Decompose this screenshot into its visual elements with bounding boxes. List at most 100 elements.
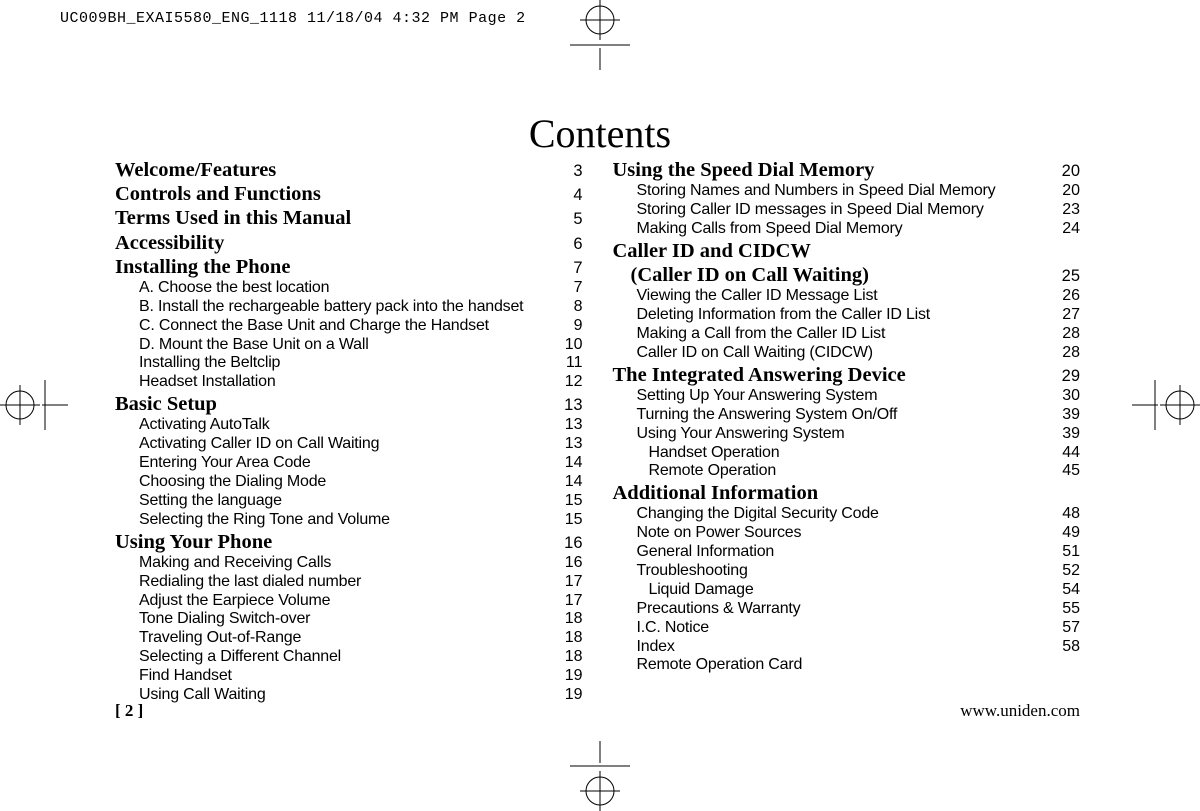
toc-page: 7 <box>564 279 583 298</box>
toc-item: Making Calls from Speed Dial Memory24 <box>613 220 1081 239</box>
toc-heading: Terms Used in this Manual5 <box>115 206 583 230</box>
toc-label: Activating AutoTalk <box>115 416 270 435</box>
toc-page: 45 <box>1052 462 1080 481</box>
toc-page: 25 <box>1052 267 1080 286</box>
toc-item: Find Handset 19 <box>115 667 583 686</box>
toc-page: 5 <box>563 210 582 229</box>
toc-item: Storing Caller ID messages in Speed Dial… <box>613 201 1081 220</box>
toc-page: 14 <box>555 454 583 473</box>
toc-heading: Caller ID and CIDCW <box>613 239 1081 263</box>
toc-page: 39 <box>1052 425 1080 444</box>
toc-label: Precautions & Warranty <box>613 600 801 619</box>
toc-heading: (Caller ID on Call Waiting) 25 <box>613 263 1081 287</box>
contents-col-left: Welcome/Features3Controls and Functions4… <box>115 158 583 705</box>
toc-label: Welcome/Features <box>115 158 276 182</box>
toc-page: 49 <box>1052 524 1080 543</box>
toc-item: Changing the Digital Security Code48 <box>613 505 1081 524</box>
toc-label: Using the Speed Dial Memory <box>613 158 875 182</box>
toc-label: Storing Caller ID messages in Speed Dial… <box>613 201 984 220</box>
toc-page: 52 <box>1052 562 1080 581</box>
toc-page: 17 <box>555 573 583 592</box>
toc-label: (Caller ID on Call Waiting) <box>613 263 869 287</box>
toc-label: Viewing the Caller ID Message List <box>613 287 878 306</box>
toc-item: Precautions & Warranty55 <box>613 600 1081 619</box>
toc-item: General Information51 <box>613 543 1081 562</box>
toc-label: Tone Dialing Switch-over <box>115 610 310 629</box>
toc-label: Adjust the Earpiece Volume <box>115 592 330 611</box>
toc-label: Using Your Phone <box>115 530 272 554</box>
page-number: [ 2 ] <box>115 701 143 721</box>
toc-label: Handset Operation <box>613 444 780 463</box>
toc-item: Remote Operation 45 <box>613 462 1081 481</box>
toc-item: Remote Operation Card <box>613 656 1081 675</box>
toc-item: Index58 <box>613 638 1081 657</box>
toc-label: Troubleshooting <box>613 562 748 581</box>
toc-page: 13 <box>554 396 582 415</box>
toc-item: Redialing the last dialed number17 <box>115 573 583 592</box>
toc-item: I.C. Notice57 <box>613 619 1081 638</box>
toc-item: Headset Installation12 <box>115 373 583 392</box>
toc-page: 20 <box>1052 182 1080 201</box>
toc-label: Making and Receiving Calls <box>115 554 331 573</box>
toc-page: 54 <box>1052 581 1080 600</box>
toc-item: Entering Your Area Code14 <box>115 454 583 473</box>
crop-mark-right <box>1132 380 1200 430</box>
toc-label: C. Connect the Base Unit and Charge the … <box>115 317 489 336</box>
toc-label: General Information <box>613 543 775 562</box>
toc-label: Remote Operation Card <box>613 656 803 675</box>
toc-label: Turning the Answering System On/Off <box>613 406 898 425</box>
toc-page: 44 <box>1052 444 1080 463</box>
toc-item: Setting the language 15 <box>115 492 583 511</box>
toc-page: 30 <box>1052 387 1080 406</box>
toc-page: 48 <box>1052 505 1080 524</box>
toc-label: Installing the Beltclip <box>115 354 280 373</box>
toc-label: Storing Names and Numbers in Speed Dial … <box>613 182 996 201</box>
toc-label: Installing the Phone <box>115 255 290 279</box>
toc-item: Selecting a Different Channel 18 <box>115 648 583 667</box>
toc-label: Basic Setup <box>115 392 217 416</box>
toc-label: Selecting a Different Channel <box>115 648 341 667</box>
toc-label: Remote Operation <box>613 462 777 481</box>
toc-item: Turning the Answering System On/Off39 <box>613 406 1081 425</box>
toc-item: Setting Up Your Answering System30 <box>613 387 1081 406</box>
toc-item: D. Mount the Base Unit on a Wall10 <box>115 336 583 355</box>
toc-item: Deleting Information from the Caller ID … <box>613 306 1081 325</box>
toc-page: 4 <box>563 186 582 205</box>
toc-page: 13 <box>555 435 583 454</box>
toc-label: Selecting the Ring Tone and Volume <box>115 511 390 530</box>
toc-item: Caller ID on Call Waiting (CIDCW)28 <box>613 344 1081 363</box>
toc-item: Selecting the Ring Tone and Volume 15 <box>115 511 583 530</box>
toc-page: 27 <box>1052 306 1080 325</box>
footer-url: www.uniden.com <box>960 701 1080 721</box>
toc-page: 8 <box>564 298 583 317</box>
toc-page: 18 <box>555 648 583 667</box>
toc-page: 19 <box>555 667 583 686</box>
toc-label: Find Handset <box>115 667 232 686</box>
contents-columns: Welcome/Features3Controls and Functions4… <box>115 158 1080 705</box>
toc-page: 12 <box>555 373 583 392</box>
toc-heading: Basic Setup 13 <box>115 392 583 416</box>
toc-label: Controls and Functions <box>115 182 321 206</box>
toc-label: Setting the language <box>115 492 282 511</box>
footer: [ 2 ] www.uniden.com <box>115 701 1080 721</box>
toc-label: A. Choose the best location <box>115 279 329 298</box>
toc-item: Activating AutoTalk13 <box>115 416 583 435</box>
toc-page: 15 <box>555 492 583 511</box>
toc-item: Traveling Out-of-Range18 <box>115 629 583 648</box>
crop-mark-top <box>570 0 630 70</box>
toc-label: The Integrated Answering Device <box>613 363 906 387</box>
toc-item: Choosing the Dialing Mode14 <box>115 473 583 492</box>
toc-page: 15 <box>555 511 583 530</box>
toc-item: Installing the Beltclip11 <box>115 354 583 373</box>
toc-page: 14 <box>555 473 583 492</box>
toc-label: Making a Call from the Caller ID List <box>613 325 886 344</box>
print-slug: UC009BH_EXAI5580_ENG_1118 11/18/04 4:32 … <box>60 10 526 27</box>
toc-heading: Installing the Phone7 <box>115 255 583 279</box>
toc-page: 9 <box>564 317 583 336</box>
toc-page: 17 <box>555 592 583 611</box>
toc-item: Making a Call from the Caller ID List28 <box>613 325 1081 344</box>
toc-page: 23 <box>1052 201 1080 220</box>
crop-mark-bottom <box>570 741 630 811</box>
toc-heading: The Integrated Answering Device29 <box>613 363 1081 387</box>
toc-label: Deleting Information from the Caller ID … <box>613 306 931 325</box>
